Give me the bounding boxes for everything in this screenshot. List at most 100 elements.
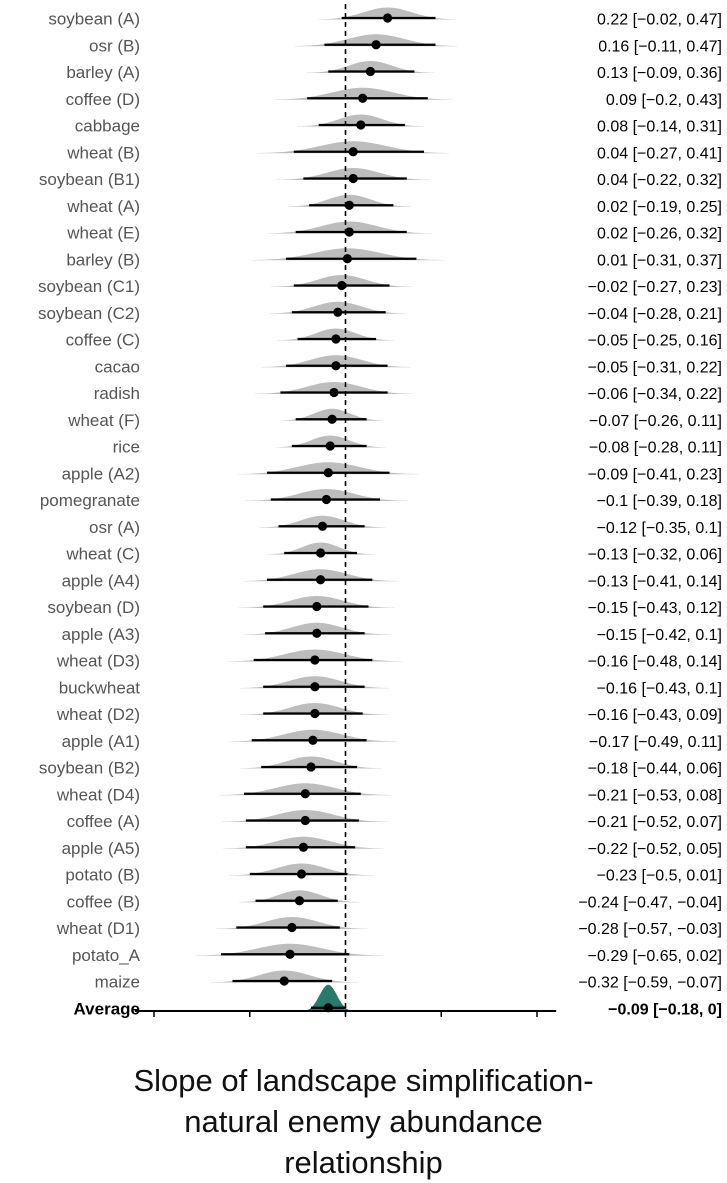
- study-label-31: apple (A5): [62, 839, 140, 858]
- point-estimate-4: [356, 120, 366, 130]
- estimate-text-2: 0.13 [−0.09, 0.36]: [597, 65, 722, 82]
- estimate-text-22: −0.15 [−0.43, 0.12]: [588, 600, 722, 617]
- point-estimate-10: [337, 280, 347, 291]
- study-label-4: cabbage: [75, 117, 140, 136]
- study-label-8: wheat (E): [66, 224, 140, 243]
- estimate-text-34: −0.28 [−0.57, −0.03]: [578, 921, 722, 938]
- estimate-text-14: −0.06 [−0.34, 0.22]: [588, 386, 722, 403]
- study-label-23: apple (A3): [62, 625, 140, 644]
- study-label-9: barley (B): [66, 250, 140, 269]
- interval-layer: [221, 13, 436, 1013]
- study-label-33: coffee (B): [67, 892, 140, 911]
- study-label-26: wheat (D2): [56, 705, 140, 724]
- point-estimate-23: [312, 628, 322, 638]
- study-label-6: soybean (B1): [39, 170, 140, 189]
- x-axis: −1.0−0.50.00.51.0: [134, 1010, 557, 1017]
- study-label-7: wheat (A): [66, 197, 140, 216]
- x-axis-title-line-3: relationship: [284, 1145, 443, 1180]
- study-label-layer: soybean (A) osr (B) barley (A) coffee (D) ca…: [38, 10, 141, 1019]
- point-estimate-0: [383, 13, 393, 23]
- point-estimate-8: [344, 227, 354, 237]
- study-label-5: wheat (B): [66, 143, 140, 162]
- study-label-20: wheat (C): [65, 545, 140, 564]
- point-estimate-5: [348, 147, 358, 157]
- estimate-text-5: 0.04 [−0.27, 0.41]: [597, 145, 722, 162]
- study-label-30: coffee (A): [67, 812, 140, 831]
- estimate-text-35: −0.29 [−0.65, 0.02]: [588, 948, 722, 965]
- point-estimate-9: [342, 254, 352, 264]
- average-estimate-text: −0.09 [−0.18, 0]: [608, 1001, 722, 1018]
- estimate-text-30: −0.21 [−0.52, 0.07]: [588, 814, 722, 831]
- study-label-3: coffee (D): [66, 90, 140, 109]
- estimate-text-15: −0.07 [−0.26, 0.11]: [589, 413, 722, 430]
- study-label-29: wheat (D4): [56, 785, 140, 804]
- x-axis-title-line-1: Slope of landscape simplification-: [133, 1063, 594, 1098]
- estimate-text-18: −0.1 [−0.39, 0.18]: [597, 493, 722, 510]
- estimate-text-28: −0.18 [−0.44, 0.06]: [588, 761, 722, 778]
- point-estimate-34: [287, 922, 297, 933]
- point-estimate-33: [294, 896, 305, 906]
- estimate-text-29: −0.21 [−0.53, 0.08]: [588, 787, 722, 804]
- point-estimate-17: [323, 468, 333, 478]
- estimate-text-33: −0.24 [−0.47, −0.04]: [578, 894, 722, 911]
- estimate-text-layer: 0.22 [−0.02, 0.47] 0.16 [−0.11, 0.47] 0.13…: [578, 12, 722, 1019]
- estimate-text-11: −0.04 [−0.28, 0.21]: [588, 306, 722, 323]
- point-estimate-12: [331, 334, 341, 344]
- estimate-text-0: 0.22 [−0.02, 0.47]: [597, 12, 722, 29]
- study-label-11: soybean (C2): [38, 304, 140, 323]
- study-label-2: barley (A): [66, 63, 140, 82]
- estimate-text-8: 0.02 [−0.26, 0.32]: [597, 226, 722, 243]
- study-label-25: buckwheat: [59, 678, 141, 697]
- study-label-32: potato (B): [65, 866, 140, 885]
- study-label-12: coffee (C): [66, 331, 140, 350]
- study-label-0: soybean (A): [48, 10, 140, 29]
- point-estimate-15: [327, 414, 337, 424]
- point-estimate-11: [333, 307, 343, 317]
- study-label-1: osr (B): [89, 36, 140, 55]
- study-label-35: potato_A: [72, 946, 141, 965]
- study-label-36: maize: [95, 973, 140, 992]
- estimate-text-21: −0.13 [−0.41, 0.14]: [588, 573, 722, 590]
- point-estimate-36: [279, 976, 289, 986]
- point-estimate-32: [296, 869, 307, 879]
- estimate-text-7: 0.02 [−0.19, 0.25]: [597, 199, 722, 216]
- point-estimate-22: [312, 601, 322, 612]
- estimate-text-17: −0.09 [−0.41, 0.23]: [588, 466, 722, 483]
- point-estimate-1: [371, 40, 381, 50]
- point-estimate-20: [316, 548, 326, 558]
- point-estimate-19: [317, 521, 328, 531]
- study-label-22: soybean (D): [47, 598, 140, 617]
- estimate-text-4: 0.08 [−0.14, 0.31]: [597, 119, 722, 136]
- point-estimate-13: [331, 361, 341, 371]
- point-estimate-30: [300, 815, 310, 826]
- estimate-text-27: −0.17 [−0.49, 0.11]: [589, 734, 722, 751]
- point-estimate-3: [358, 93, 368, 103]
- study-label-28: soybean (B2): [39, 759, 140, 778]
- point-estimate-21: [316, 575, 326, 585]
- study-label-15: wheat (F): [67, 411, 140, 430]
- estimate-text-36: −0.32 [−0.59, −0.07]: [578, 975, 722, 992]
- study-label-27: apple (A1): [62, 732, 140, 751]
- study-label-10: soybean (C1): [38, 277, 140, 296]
- estimate-text-9: 0.01 [−0.31, 0.37]: [597, 252, 722, 269]
- point-estimate-26: [310, 708, 320, 719]
- estimate-text-20: −0.13 [−0.32, 0.06]: [588, 547, 722, 564]
- estimate-text-3: 0.09 [−0.2, 0.43]: [606, 92, 722, 109]
- point-estimate-16: [325, 441, 335, 451]
- average-density: [297, 984, 359, 1012]
- forest-plot: soybean (A) osr (B) barley (A) coffee (D) ca…: [38, 4, 722, 1019]
- point-estimate-18: [321, 494, 331, 505]
- estimate-text-25: −0.16 [−0.43, 0.1]: [597, 680, 722, 697]
- estimate-text-1: 0.16 [−0.11, 0.47]: [598, 38, 722, 55]
- estimate-text-23: −0.15 [−0.42, 0.1]: [597, 627, 722, 644]
- estimate-text-26: −0.16 [−0.43, 0.09]: [588, 707, 722, 724]
- estimate-text-32: −0.23 [−0.5, 0.01]: [597, 868, 722, 885]
- point-estimate-31: [298, 842, 308, 852]
- estimate-text-13: −0.05 [−0.31, 0.22]: [588, 359, 722, 376]
- density-layer: [195, 7, 459, 1012]
- study-label-24: wheat (D3): [56, 652, 140, 671]
- study-label-18: pomegranate: [40, 491, 140, 510]
- estimate-text-31: −0.22 [−0.52, 0.05]: [588, 841, 722, 858]
- estimate-text-16: −0.08 [−0.28, 0.11]: [589, 440, 722, 457]
- point-estimate-28: [306, 762, 316, 772]
